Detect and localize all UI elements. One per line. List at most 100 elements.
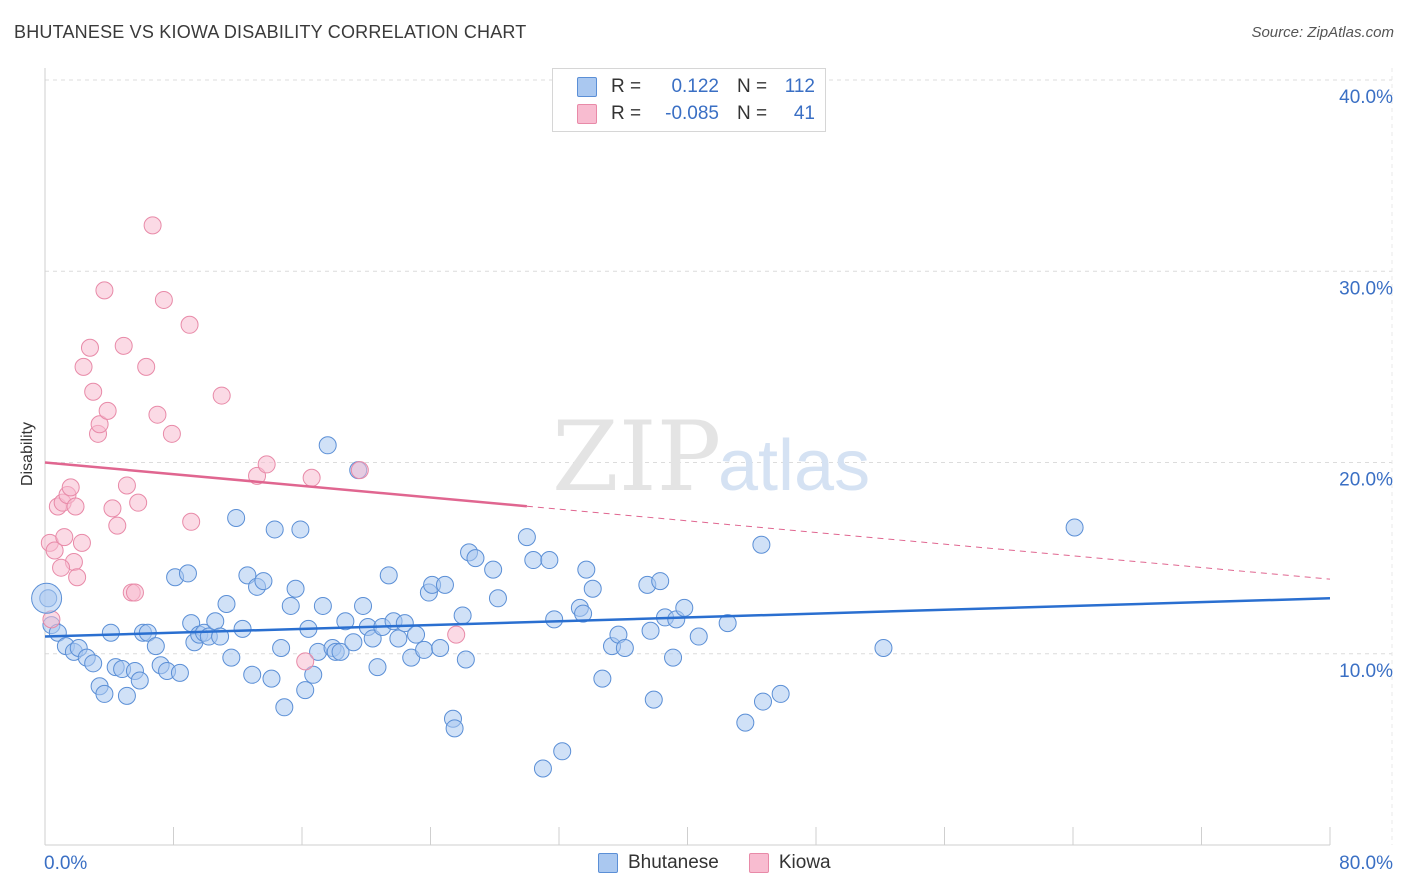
kiowa-legend-icon (748, 853, 769, 873)
bhutanese-point (262, 669, 281, 688)
bhutanese-point (84, 654, 103, 673)
bhutanese-point (664, 648, 683, 667)
bhutanese-point (101, 623, 120, 642)
kiowa-point (61, 478, 80, 497)
kiowa-point (84, 382, 103, 401)
bhutanese-point (95, 684, 114, 703)
bhutanese-point (524, 551, 543, 570)
kiowa-point (66, 497, 85, 516)
bhutanese-point (313, 596, 332, 615)
bhutanese-point (336, 612, 355, 631)
kiowa-point (182, 512, 201, 531)
bhutanese-swatch-icon (577, 77, 597, 97)
r-label: R = (611, 76, 642, 97)
bhutanese-point (456, 650, 475, 669)
y-tick-label: 20.0% (1339, 470, 1393, 491)
kiowa-point (68, 568, 87, 587)
kiowa-point (296, 652, 315, 671)
n-value: 112 (784, 76, 815, 97)
kiowa-point (154, 290, 173, 309)
kiowa-point (74, 357, 93, 376)
bhutanese-point (379, 566, 398, 585)
bhutanese-point (238, 566, 257, 585)
bhutanese-point (286, 579, 305, 598)
bhutanese-point (753, 692, 772, 711)
n-value: 41 (793, 103, 815, 124)
bhutanese-point (1065, 518, 1084, 537)
kiowa-point (55, 528, 74, 547)
points-layer (31, 216, 1084, 778)
bhutanese-point (484, 560, 503, 579)
bhutanese-point (146, 637, 165, 656)
bhutanese-point (318, 436, 337, 455)
bhutanese-point (407, 625, 426, 644)
y-tick-label: 10.0% (1339, 661, 1393, 682)
series-legend: Bhutanese Kiowa (598, 852, 861, 874)
kiowa-point (95, 281, 114, 300)
bhutanese-point (644, 690, 663, 709)
kiowa-point (180, 315, 199, 334)
bhutanese-trend-line (44, 597, 1331, 638)
bhutanese-point (395, 614, 414, 633)
bhutanese-point (874, 639, 893, 658)
bhutanese-point (431, 639, 450, 658)
r-label: R = (611, 103, 642, 124)
legend-item-kiowa[interactable]: Kiowa (748, 852, 831, 874)
bhutanese-point (466, 549, 485, 568)
tick-label-layer: 10.0% 20.0% 30.0% 40.0% 0.0% 80.0% (44, 87, 1393, 874)
kiowa-point (114, 336, 133, 355)
kiowa-point (143, 216, 162, 235)
bhutanese-point (272, 639, 291, 658)
bhutanese-point (275, 698, 294, 717)
bhutanese-point (752, 535, 771, 554)
source-label: Source: ZipAtlas.com (1251, 24, 1394, 41)
bhutanese-point (718, 614, 737, 633)
kiowa-point (90, 415, 109, 434)
stats-legend: R = 0.122 N = 112 R = -0.085 N = 41 (552, 68, 826, 132)
kiowa-point (52, 558, 71, 577)
kiowa-point (257, 455, 276, 474)
bhutanese-point (206, 612, 225, 631)
y-tick-label: 30.0% (1339, 278, 1393, 299)
bhutanese-point (641, 621, 660, 640)
legend-item-bhutanese[interactable]: Bhutanese (598, 852, 719, 874)
bhutanese-point (304, 665, 323, 684)
bhutanese-point (117, 686, 136, 705)
legend-label-kiowa: Kiowa (778, 852, 831, 873)
r-value: -0.085 (665, 103, 719, 124)
bhutanese-point (217, 595, 236, 614)
bhutanese-point (577, 560, 596, 579)
watermark-zip: ZIP (552, 401, 721, 513)
x-tick-label: 0.0% (44, 853, 87, 874)
bhutanese-point (389, 629, 408, 648)
kiowa-swatch-icon (577, 104, 597, 124)
legend-label-bhutanese: Bhutanese (628, 852, 719, 873)
y-tick-label: 40.0% (1339, 87, 1393, 108)
bhutanese-legend-icon (598, 853, 618, 873)
bhutanese-point (533, 759, 552, 778)
bhutanese-point (545, 610, 564, 629)
bhutanese-point (435, 575, 454, 594)
bhutanese-point (651, 572, 670, 591)
bhutanese-point (540, 551, 559, 570)
kiowa-point (108, 516, 127, 535)
watermark-atlas: atlas (718, 426, 870, 506)
bhutanese-point (331, 642, 350, 661)
kiowa-point (447, 625, 466, 644)
bhutanese-point (574, 604, 593, 623)
y-axis-label: Disability (19, 422, 36, 487)
r-value: 0.122 (671, 76, 719, 97)
kiowa-point (137, 357, 156, 376)
bhutanese-point (675, 598, 694, 617)
n-label: N = (737, 76, 768, 97)
bhutanese-point (583, 579, 602, 598)
bhutanese-point (736, 713, 755, 732)
bhutanese-point (344, 633, 363, 652)
bhutanese-point (368, 658, 387, 677)
kiowa-point (125, 583, 144, 602)
bhutanese-point (615, 639, 634, 658)
trend-layer (44, 461, 1331, 638)
bhutanese-point (31, 582, 63, 614)
bhutanese-point (517, 528, 536, 547)
